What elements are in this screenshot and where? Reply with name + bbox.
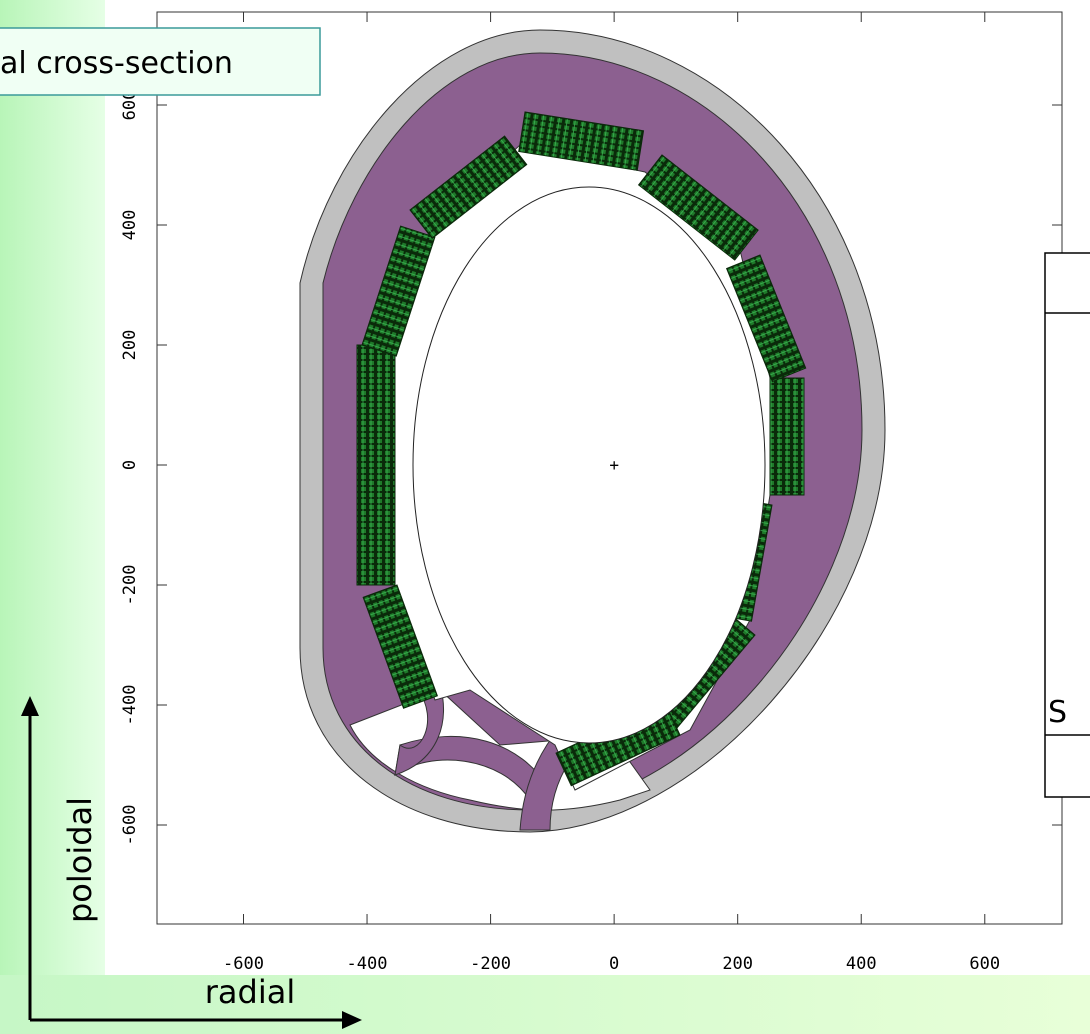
slide: -600 -400 -200 0 200 400 600 -600 -400 -200 0 200 40… — [0, 0, 1090, 1034]
horizontal-label: radial — [205, 973, 295, 1011]
x-tick-label: -200 — [470, 954, 511, 974]
y-tick-label: 400 — [120, 210, 140, 241]
y-tick-label: 200 — [120, 330, 140, 361]
module — [770, 378, 804, 495]
x-tick-label: 200 — [722, 954, 753, 974]
y-tick-label: -400 — [120, 685, 140, 726]
x-tick-label: 0 — [609, 954, 619, 974]
plasma-boundary — [413, 187, 765, 743]
module — [357, 345, 395, 585]
center-marker: + — [609, 456, 619, 475]
x-tick-label: -600 — [223, 954, 264, 974]
y-tick-label: -600 — [120, 805, 140, 846]
table-cell: S — [1048, 695, 1067, 730]
x-tick-label: 400 — [846, 954, 877, 974]
y-tick-label: 0 — [120, 460, 140, 470]
vertical-label: poloidal — [61, 797, 99, 923]
x-tick-label: 600 — [969, 954, 1000, 974]
slide-canvas: -600 -400 -200 0 200 400 600 -600 -400 -200 0 200 40… — [0, 0, 1090, 1034]
x-tick-label: -400 — [347, 954, 388, 974]
y-tick-label: -200 — [120, 565, 140, 606]
title: al cross-section — [0, 46, 233, 81]
